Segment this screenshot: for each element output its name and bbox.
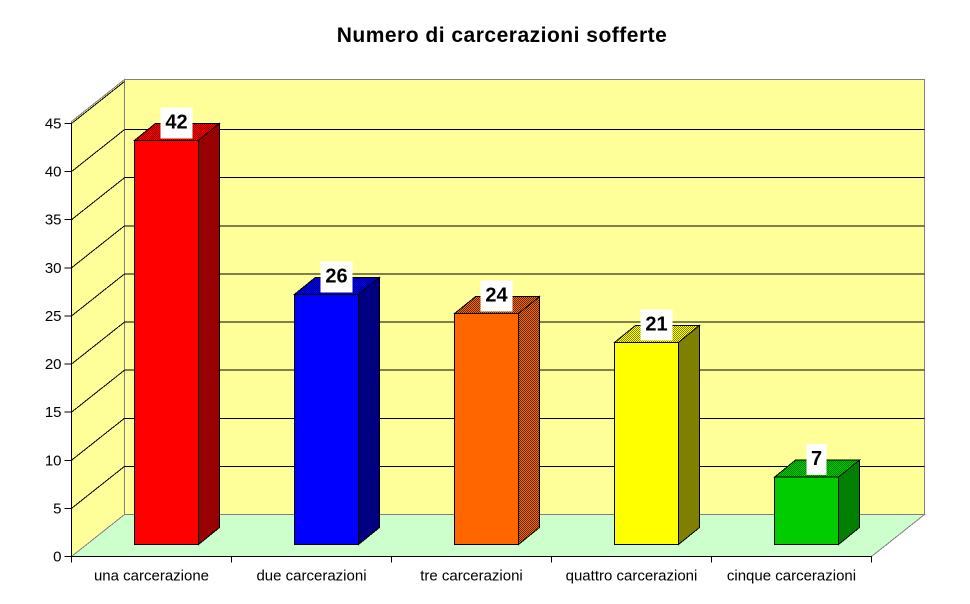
bar-due-carcerazioni xyxy=(293,276,381,546)
data-label-tre-carcerazioni: 24 xyxy=(480,280,513,312)
data-label-box xyxy=(480,280,513,312)
wall-gridline xyxy=(71,129,125,173)
wall-gridline xyxy=(71,273,125,317)
y-tick-label: 45 xyxy=(45,116,62,133)
data-label-box xyxy=(640,309,673,341)
data-label-box xyxy=(806,444,827,476)
y-tick-label: 25 xyxy=(45,308,62,325)
y-tick-label: 35 xyxy=(45,212,62,229)
y-tick-label: 30 xyxy=(45,260,62,277)
y-tick-label: 10 xyxy=(45,452,62,469)
wall-gridline xyxy=(71,225,125,269)
y-tick-label: 40 xyxy=(45,164,62,181)
wall-gridline xyxy=(71,369,125,413)
bar-front-face xyxy=(614,341,679,545)
data-label-una-carcerazione: 42 xyxy=(160,107,193,139)
wall-gridline xyxy=(71,465,125,509)
bars xyxy=(133,122,861,546)
category-label-una-carcerazione: una carcerazione xyxy=(94,568,209,585)
category-label-cinque-carcerazioni: cinque carcerazioni xyxy=(727,568,856,585)
category-label-due-carcerazioni: due carcerazioni xyxy=(256,568,366,585)
bar-side-face xyxy=(518,295,540,546)
data-labels: 42 26 24 21 7 xyxy=(160,107,827,476)
bar-side-face xyxy=(358,276,380,546)
bar-front-face xyxy=(454,313,519,546)
category-label-quattro-carcerazioni: quattro carcerazioni xyxy=(566,568,698,585)
bar-front-face xyxy=(134,139,199,545)
bar-tre-carcerazioni xyxy=(453,295,541,546)
data-label-value: 7 xyxy=(811,448,822,470)
bar-cinque-carcerazioni xyxy=(773,459,861,546)
data-label-value: 24 xyxy=(485,285,508,307)
wall-gridline xyxy=(71,321,125,365)
bar-side-face xyxy=(198,122,220,546)
data-label-value: 26 xyxy=(325,265,347,287)
data-label-quattro-carcerazioni: 21 xyxy=(640,309,673,341)
data-label-value: 21 xyxy=(645,313,667,335)
category-label-tre-carcerazioni: tre carcerazioni xyxy=(420,568,523,585)
data-label-box xyxy=(320,261,353,293)
bar-side-face xyxy=(678,324,700,546)
data-label-cinque-carcerazioni: 7 xyxy=(806,444,827,476)
data-label-value: 42 xyxy=(165,111,187,133)
axes: 0 5 10 15 20 25 30 35 40 45 una carcerazione due ca… xyxy=(45,116,872,585)
wall-gridline xyxy=(71,81,125,124)
wall-gridline xyxy=(71,177,125,221)
chart-title: Numero di carcerazioni sofferte xyxy=(336,24,668,47)
bar-quattro-carcerazioni xyxy=(613,324,701,546)
y-tick-label: 0 xyxy=(53,549,61,566)
y-tick-label: 15 xyxy=(45,404,62,421)
y-tick-label: 20 xyxy=(45,356,62,373)
wall-gridline xyxy=(71,417,125,461)
bar-front-face xyxy=(774,476,839,545)
data-label-box xyxy=(160,107,193,139)
data-label-due-carcerazioni: 26 xyxy=(320,261,353,293)
y-tick-label: 5 xyxy=(53,500,61,517)
bar-front-face xyxy=(294,293,359,546)
bar-una-carcerazione xyxy=(133,122,221,546)
